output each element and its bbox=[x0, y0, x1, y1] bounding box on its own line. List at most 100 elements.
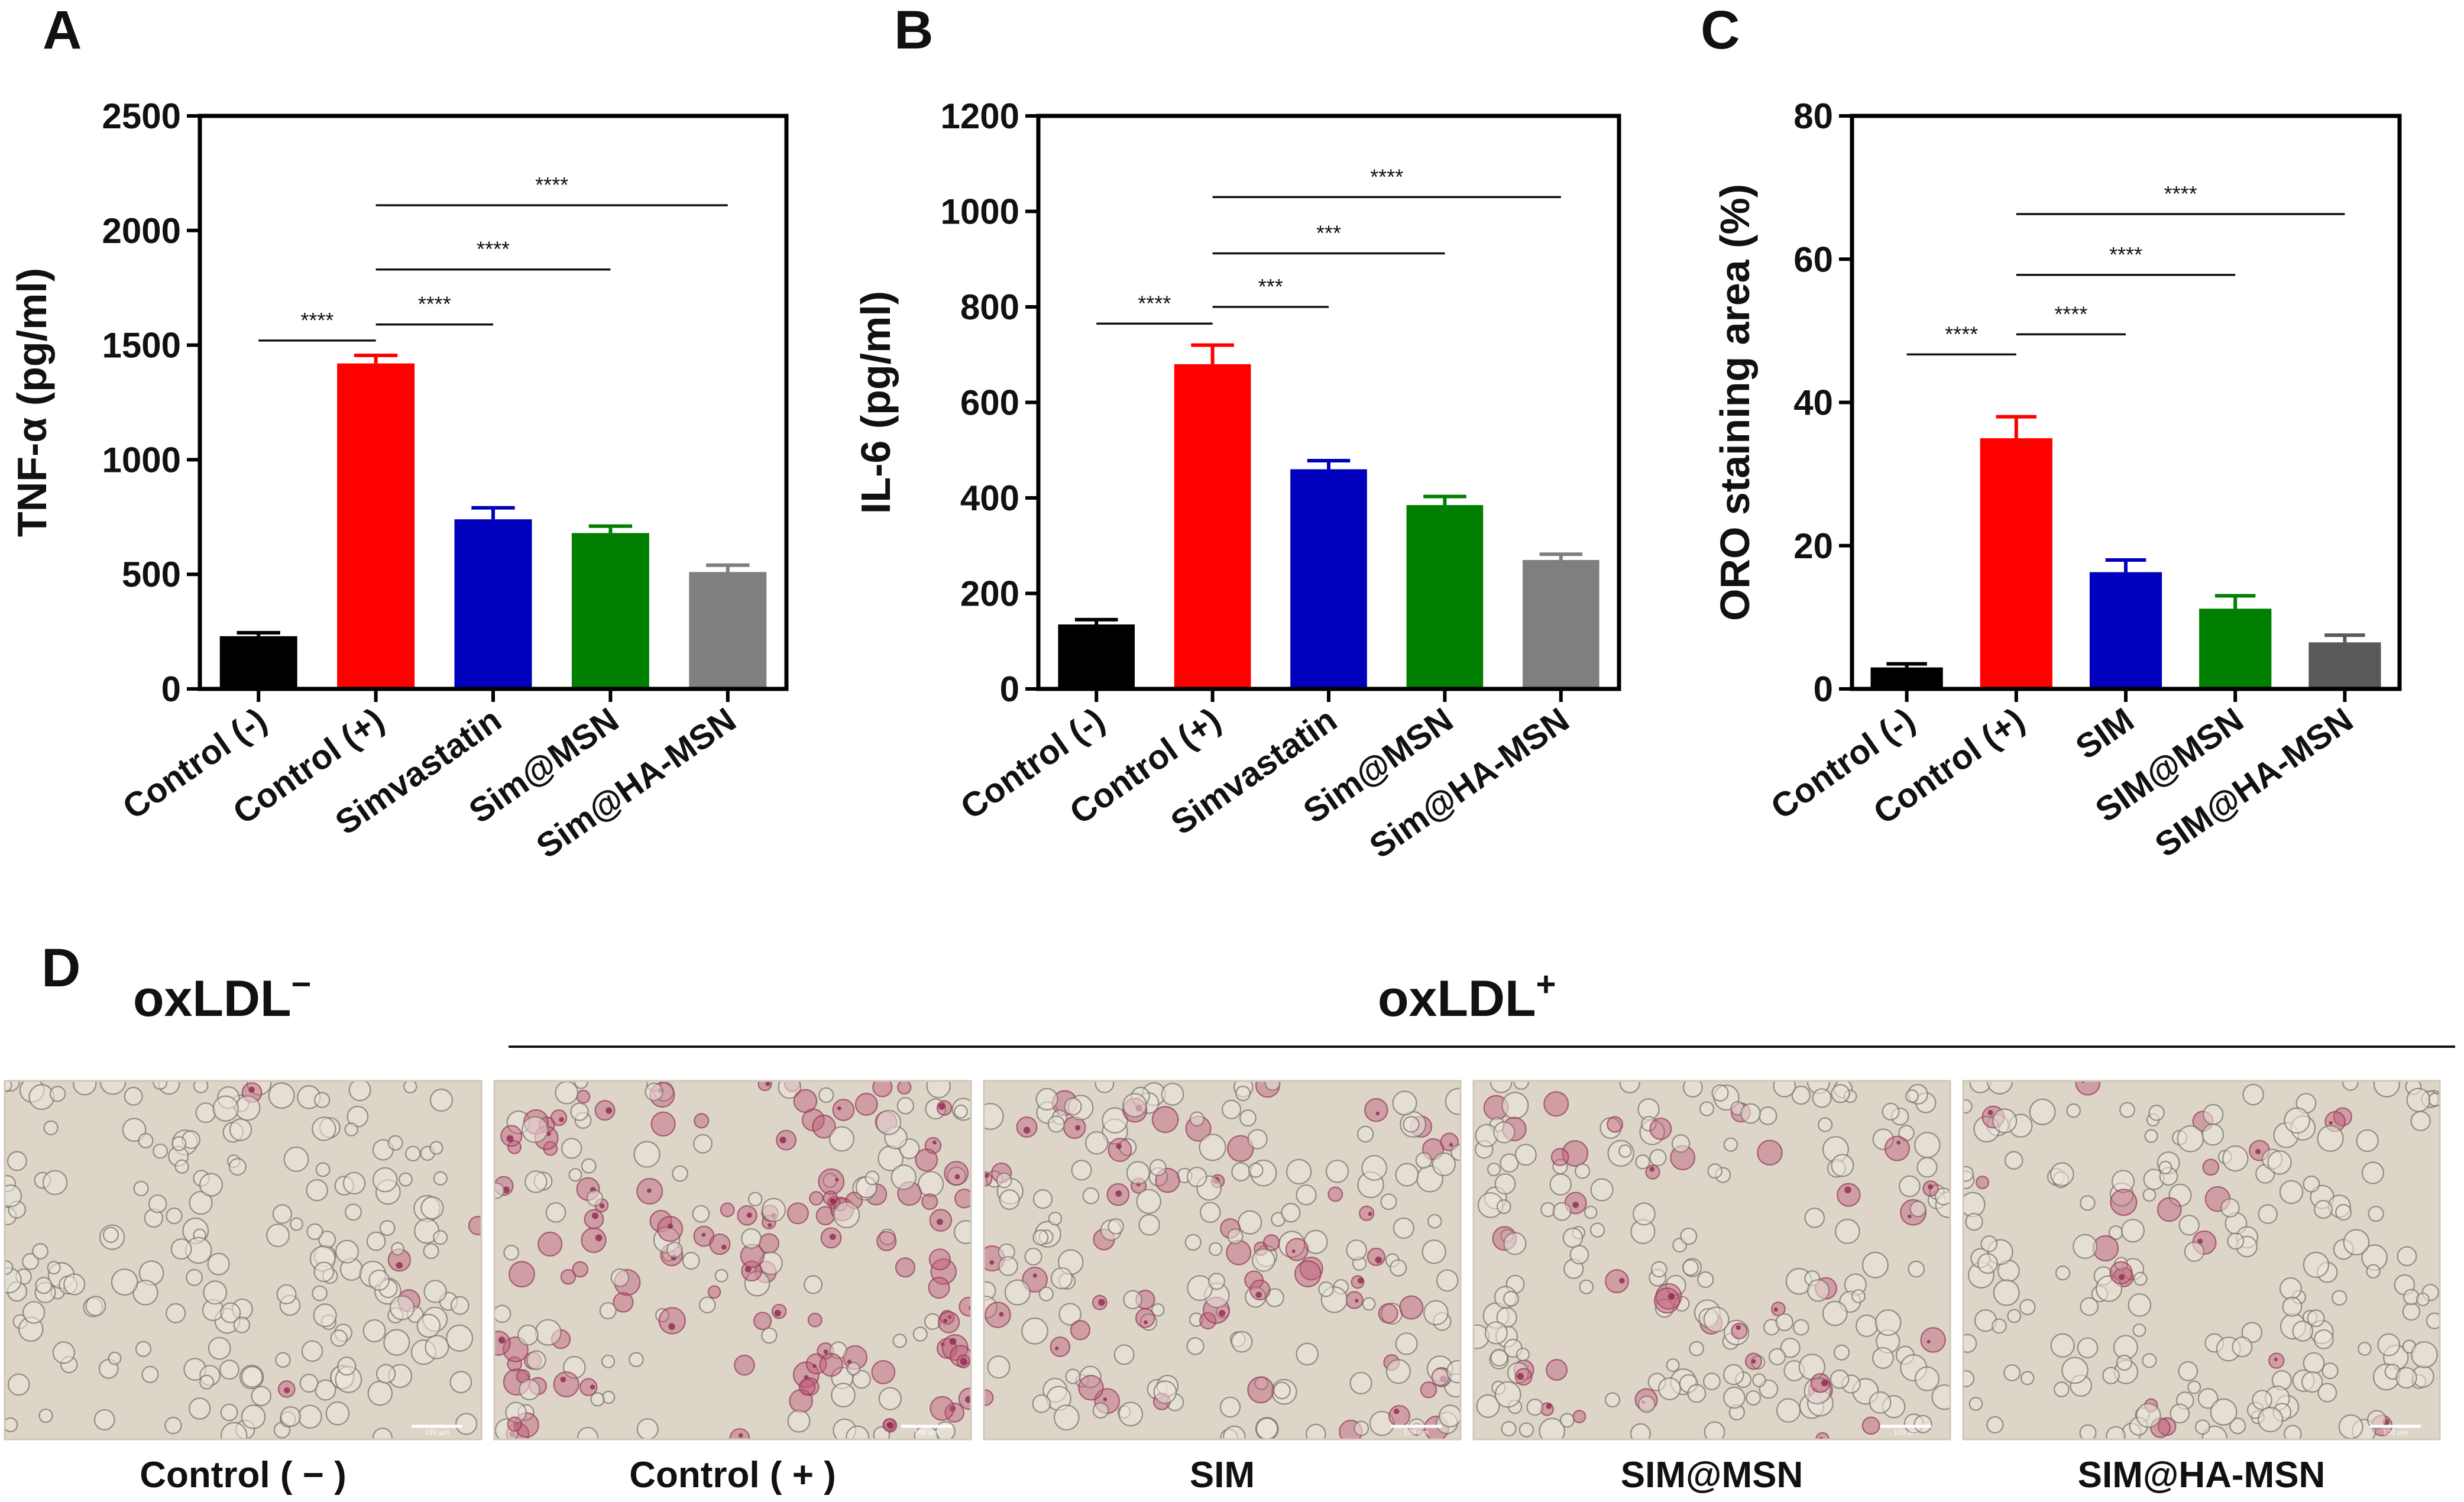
cell bbox=[1687, 1384, 1707, 1403]
lipid-droplet bbox=[2329, 1121, 2333, 1125]
lipid-droplet bbox=[1098, 1299, 1105, 1306]
cell bbox=[786, 1202, 809, 1225]
cell bbox=[1682, 1081, 1703, 1098]
cell bbox=[1378, 1303, 1398, 1324]
micrograph-label: SIM bbox=[1190, 1455, 1255, 1495]
cell bbox=[1393, 1217, 1414, 1239]
cell bbox=[1262, 1234, 1280, 1251]
cell bbox=[416, 1313, 441, 1338]
cell bbox=[1757, 1140, 1783, 1166]
y-tick-label: 800 bbox=[960, 287, 1019, 327]
cell bbox=[1247, 1129, 1268, 1150]
cell bbox=[918, 1171, 944, 1197]
cell bbox=[1632, 1202, 1656, 1226]
lipid-droplet bbox=[768, 1223, 772, 1228]
lipid-droplet bbox=[1751, 1359, 1756, 1364]
cell bbox=[138, 1132, 154, 1148]
cell bbox=[1325, 1160, 1349, 1183]
micrograph-content bbox=[5, 1081, 481, 1439]
cell bbox=[171, 1136, 187, 1151]
cell bbox=[2397, 1246, 2417, 1267]
cell bbox=[1226, 1239, 1252, 1265]
cell bbox=[692, 1205, 710, 1223]
cell bbox=[787, 1409, 811, 1433]
cell bbox=[2102, 1367, 2120, 1384]
micrograph-content bbox=[1963, 1081, 2440, 1439]
cell bbox=[1490, 1081, 1513, 1093]
cell bbox=[2197, 1388, 2219, 1409]
cell bbox=[450, 1296, 470, 1315]
lipid-droplet bbox=[1115, 1190, 1122, 1197]
lipid-droplet bbox=[248, 1086, 255, 1093]
lipid-droplet bbox=[1144, 1320, 1148, 1325]
cell bbox=[1618, 1144, 1632, 1158]
cell bbox=[111, 1268, 138, 1296]
cell bbox=[313, 1303, 337, 1328]
cell bbox=[2066, 1103, 2081, 1118]
cell bbox=[833, 1201, 860, 1229]
cell bbox=[1993, 1279, 2020, 1306]
cell bbox=[1139, 1313, 1158, 1331]
cell bbox=[1830, 1370, 1850, 1389]
cell bbox=[1021, 1318, 1048, 1345]
cell bbox=[1649, 1149, 1667, 1167]
cell bbox=[375, 1364, 396, 1384]
cell bbox=[1914, 1132, 1941, 1158]
cell bbox=[389, 1295, 415, 1320]
cell bbox=[2177, 1125, 2204, 1153]
cell bbox=[1822, 1300, 1848, 1326]
cell bbox=[2303, 1251, 2330, 1278]
cell bbox=[1645, 1164, 1660, 1180]
y-tick-label: 0 bbox=[1814, 669, 1833, 709]
cell bbox=[2411, 1341, 2438, 1368]
cell bbox=[207, 1252, 230, 1276]
cell bbox=[367, 1380, 393, 1406]
cell bbox=[999, 1189, 1020, 1210]
cell bbox=[290, 1217, 303, 1231]
cell bbox=[494, 1304, 511, 1323]
cell bbox=[208, 1336, 231, 1360]
cell bbox=[954, 1189, 971, 1209]
y-tick-label: 40 bbox=[1793, 383, 1833, 423]
cell bbox=[1108, 1138, 1132, 1162]
cell bbox=[38, 1408, 53, 1423]
significance-stars-1: **** bbox=[1945, 322, 1978, 346]
cell bbox=[517, 1324, 539, 1346]
cell bbox=[2202, 1158, 2220, 1176]
cell bbox=[2292, 1320, 2314, 1342]
panel-letter-c: C bbox=[1701, 0, 1740, 60]
lipid-droplet bbox=[1075, 1125, 1081, 1131]
cell bbox=[610, 1268, 630, 1287]
cell bbox=[455, 1413, 478, 1435]
cell bbox=[1986, 1416, 2004, 1434]
cell bbox=[509, 1261, 535, 1288]
cell bbox=[1834, 1344, 1850, 1361]
cell bbox=[1703, 1306, 1730, 1333]
cell bbox=[954, 1104, 968, 1119]
cell bbox=[212, 1095, 239, 1122]
cell bbox=[368, 1269, 390, 1291]
cell bbox=[423, 1243, 439, 1260]
cell bbox=[1395, 1163, 1419, 1187]
cell bbox=[325, 1401, 350, 1426]
cell bbox=[759, 1251, 783, 1276]
cell bbox=[49, 1086, 66, 1102]
cell bbox=[1771, 1302, 1786, 1316]
cell bbox=[574, 1081, 588, 1089]
cell bbox=[1931, 1384, 1950, 1410]
cell bbox=[2279, 1277, 2302, 1300]
cell bbox=[1436, 1269, 1459, 1292]
cell bbox=[1837, 1183, 1861, 1207]
cell bbox=[1905, 1089, 1919, 1103]
y-tick-label: 1500 bbox=[102, 326, 181, 365]
cell bbox=[429, 1141, 443, 1155]
cell bbox=[892, 1333, 907, 1348]
cell bbox=[694, 1113, 710, 1129]
lipid-droplet bbox=[936, 1218, 943, 1225]
cell bbox=[220, 1302, 241, 1323]
cell bbox=[1740, 1103, 1761, 1124]
cell bbox=[633, 1141, 660, 1168]
cell bbox=[2029, 1098, 2056, 1125]
cell bbox=[1427, 1213, 1442, 1229]
